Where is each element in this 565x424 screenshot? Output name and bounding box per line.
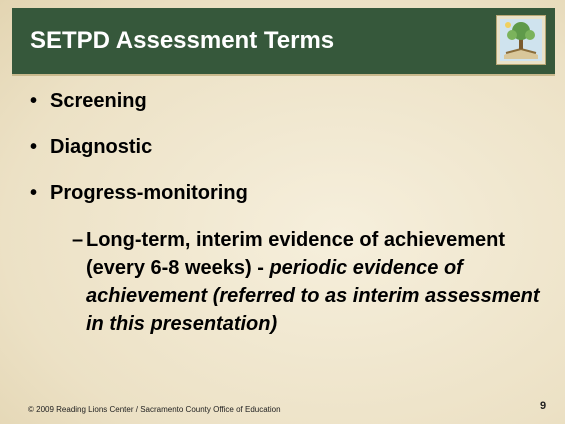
slide-title: SETPD Assessment Terms bbox=[30, 8, 334, 74]
dash-marker: – bbox=[72, 226, 83, 254]
bullet: Screening bbox=[30, 90, 147, 113]
sub-bullet: – Long-term, interim evidence of achieve… bbox=[72, 226, 542, 338]
footer-credit: © 2009 Reading Lions Center / Sacramento… bbox=[28, 405, 281, 414]
slide: SETPD Assessment Terms Screening Diagnos… bbox=[0, 0, 565, 424]
bullet: Progress-monitoring bbox=[30, 182, 248, 205]
sub-bullet-body: Long-term, interim evidence of achieveme… bbox=[86, 226, 542, 338]
logo-icon bbox=[496, 15, 546, 65]
page-number: 9 bbox=[540, 400, 546, 412]
header-bar: SETPD Assessment Terms bbox=[12, 8, 555, 76]
bullet: Diagnostic bbox=[30, 136, 152, 159]
